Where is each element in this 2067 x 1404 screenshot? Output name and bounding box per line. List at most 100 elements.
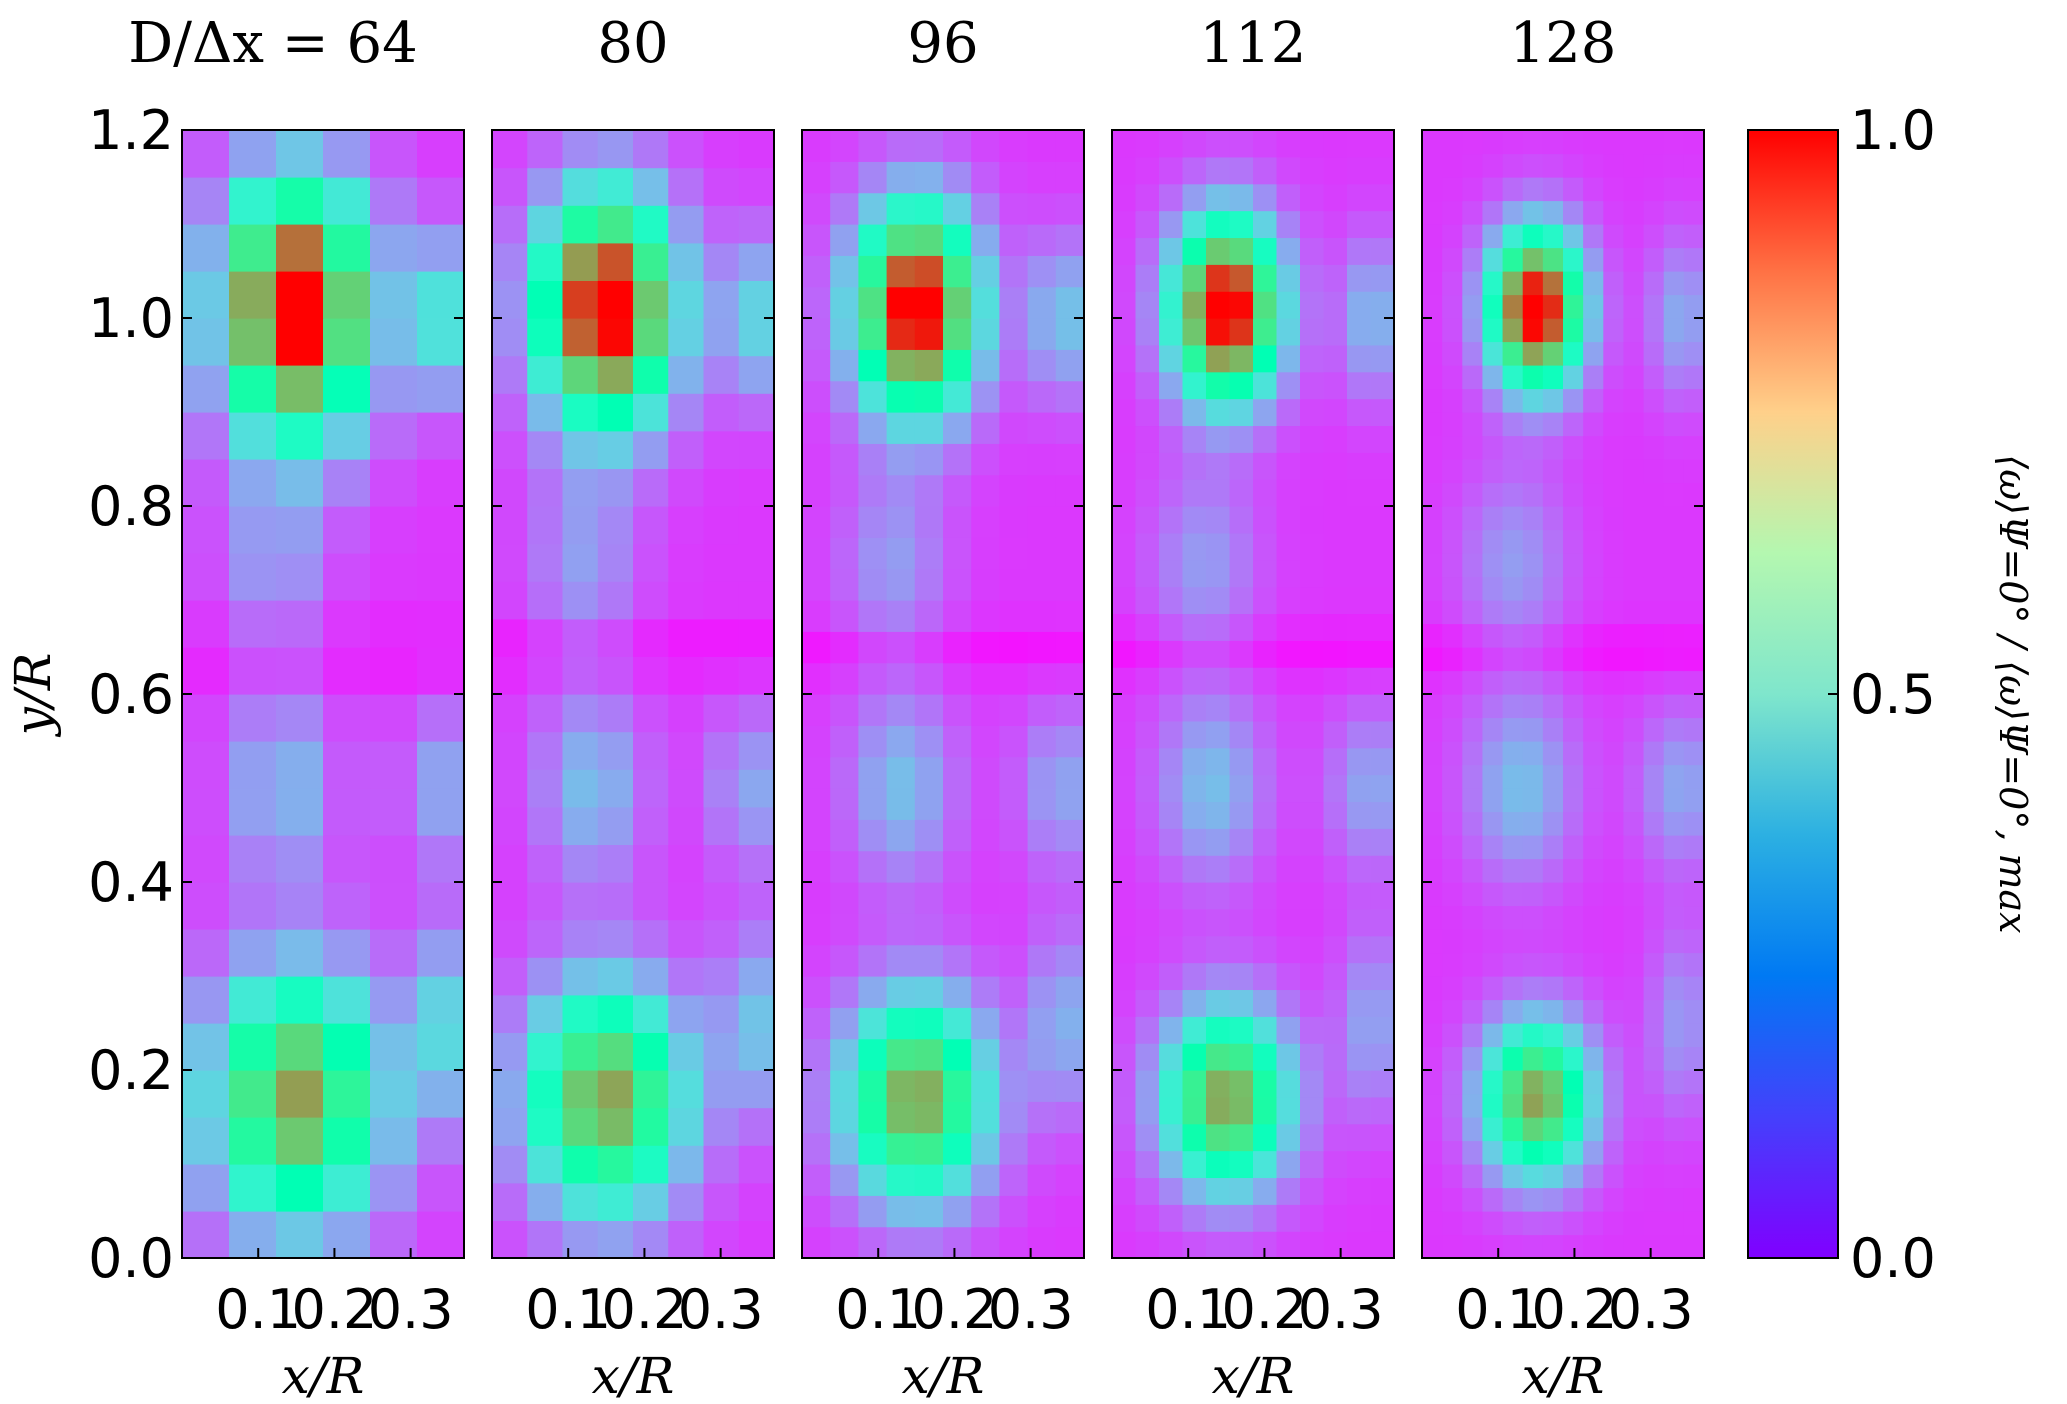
heatmap-cell xyxy=(1663,365,1685,390)
heatmap-cell xyxy=(1502,952,1524,977)
heatmap-cell xyxy=(914,1007,944,1040)
heatmap-cell xyxy=(597,769,634,808)
x-tick-label: 0.2 xyxy=(1531,1278,1617,1341)
heatmap-cell xyxy=(886,913,916,946)
heatmap-cell xyxy=(1229,1204,1254,1232)
heatmap-cell xyxy=(323,929,371,977)
heatmap-cell xyxy=(1027,537,1057,570)
heatmap-cell xyxy=(323,412,371,460)
heatmap-cell xyxy=(1206,479,1231,507)
heatmap-cell xyxy=(1482,388,1504,413)
heatmap-cell xyxy=(417,882,465,930)
heatmap-cell xyxy=(1229,130,1254,158)
heatmap-cell xyxy=(886,600,916,632)
heatmap-cell xyxy=(276,224,324,272)
heatmap-cell xyxy=(1603,177,1625,202)
heatmap-cell xyxy=(1370,479,1395,507)
heatmap-cell xyxy=(886,1195,916,1228)
heatmap-cell xyxy=(1542,741,1564,766)
heatmap-cell xyxy=(1663,1234,1685,1259)
heatmap-cell xyxy=(1663,506,1685,531)
heatmap-cell xyxy=(562,205,599,244)
heatmap-cell xyxy=(830,474,859,507)
heatmap-cell xyxy=(1370,371,1395,400)
heatmap-cell xyxy=(1027,1164,1057,1196)
heatmap-cell xyxy=(802,349,831,382)
heatmap-cell xyxy=(1623,459,1645,484)
heatmap-cell xyxy=(943,1164,972,1196)
heatmap-cell xyxy=(668,468,705,507)
heatmap-cell xyxy=(943,1195,972,1228)
heatmap-cell xyxy=(1462,882,1484,907)
heatmap-cell xyxy=(1276,667,1301,695)
heatmap-cell xyxy=(1300,479,1325,507)
heatmap-cell xyxy=(1370,1016,1395,1044)
heatmap-cell xyxy=(1542,600,1564,625)
heatmap-cell xyxy=(1300,291,1325,319)
heatmap-panels: 0.10.20.3x/RD/Δx = 640.10.20.3x/R800.10.… xyxy=(128,11,1705,1404)
heatmap-cell xyxy=(633,1107,669,1146)
x-tick-label: 0.2 xyxy=(1221,1278,1307,1341)
heatmap-cell xyxy=(1300,452,1325,480)
heatmap-cell xyxy=(1159,344,1184,373)
heatmap-cell xyxy=(1027,976,1057,1008)
heatmap-cell xyxy=(914,537,944,570)
heatmap-cell xyxy=(914,192,944,225)
heatmap-cell xyxy=(1603,576,1625,601)
heatmap-cell xyxy=(802,1038,831,1071)
heatmap-cell xyxy=(703,769,740,808)
heatmap-cell xyxy=(1663,177,1685,202)
heatmap-cell xyxy=(1253,398,1278,427)
heatmap-cell xyxy=(1027,1195,1057,1228)
heatmap-cell xyxy=(597,205,634,244)
heatmap-cell xyxy=(703,506,740,545)
heatmap-cell xyxy=(1159,694,1184,722)
heatmap-cell xyxy=(1502,670,1524,695)
heatmap-cell xyxy=(1422,341,1443,366)
heatmap-cell xyxy=(1422,388,1443,413)
heatmap-cell xyxy=(1643,294,1665,319)
heatmap-cell xyxy=(886,882,916,914)
heatmap-cell xyxy=(276,741,324,789)
heatmap-cell xyxy=(492,618,528,657)
heatmap-cell xyxy=(802,506,831,538)
colorbar-bar xyxy=(1747,129,1839,1259)
heatmap-cell xyxy=(914,944,944,977)
heatmap-cell xyxy=(1522,482,1544,507)
heatmap-cell xyxy=(1135,452,1160,480)
heatmap-cell xyxy=(971,349,1000,382)
heatmap-cell xyxy=(1347,667,1372,695)
heatmap-cell xyxy=(830,192,859,225)
heatmap-cell xyxy=(1482,177,1504,202)
heatmap-cell xyxy=(1583,318,1604,343)
heatmap-cell xyxy=(1643,1211,1665,1236)
heatmap-cell xyxy=(1683,553,1705,578)
heatmap-cell xyxy=(1462,224,1484,249)
heatmap-cell xyxy=(738,1182,775,1221)
heatmap-cell xyxy=(492,355,528,394)
heatmap-cell xyxy=(943,850,972,883)
heatmap-cell xyxy=(1135,613,1160,641)
heatmap-cell xyxy=(276,1211,324,1259)
heatmap-cell xyxy=(738,468,775,507)
heatmap-cell xyxy=(1027,192,1057,225)
heatmap-cell xyxy=(527,1070,564,1109)
heatmap-cell xyxy=(1502,1211,1524,1236)
heatmap-cell xyxy=(1583,365,1604,390)
heatmap-cell xyxy=(1502,529,1524,554)
heatmap-cell xyxy=(1323,506,1348,534)
heatmap-cell xyxy=(999,537,1029,570)
heatmap-cell xyxy=(527,581,564,620)
heatmap-cell xyxy=(633,1220,669,1259)
heatmap-cell xyxy=(1422,600,1443,625)
heatmap-cell xyxy=(323,1023,371,1071)
heatmap-cell xyxy=(1683,1070,1705,1095)
heatmap-cell xyxy=(1300,1204,1325,1232)
heatmap-cell xyxy=(1135,801,1160,829)
heatmap-cell xyxy=(1253,908,1278,937)
heatmap-cell xyxy=(1643,365,1665,390)
heatmap-cell xyxy=(830,224,859,256)
heatmap-cell xyxy=(1135,398,1160,427)
heatmap-cell xyxy=(1482,717,1504,742)
heatmap-cell xyxy=(229,177,277,225)
